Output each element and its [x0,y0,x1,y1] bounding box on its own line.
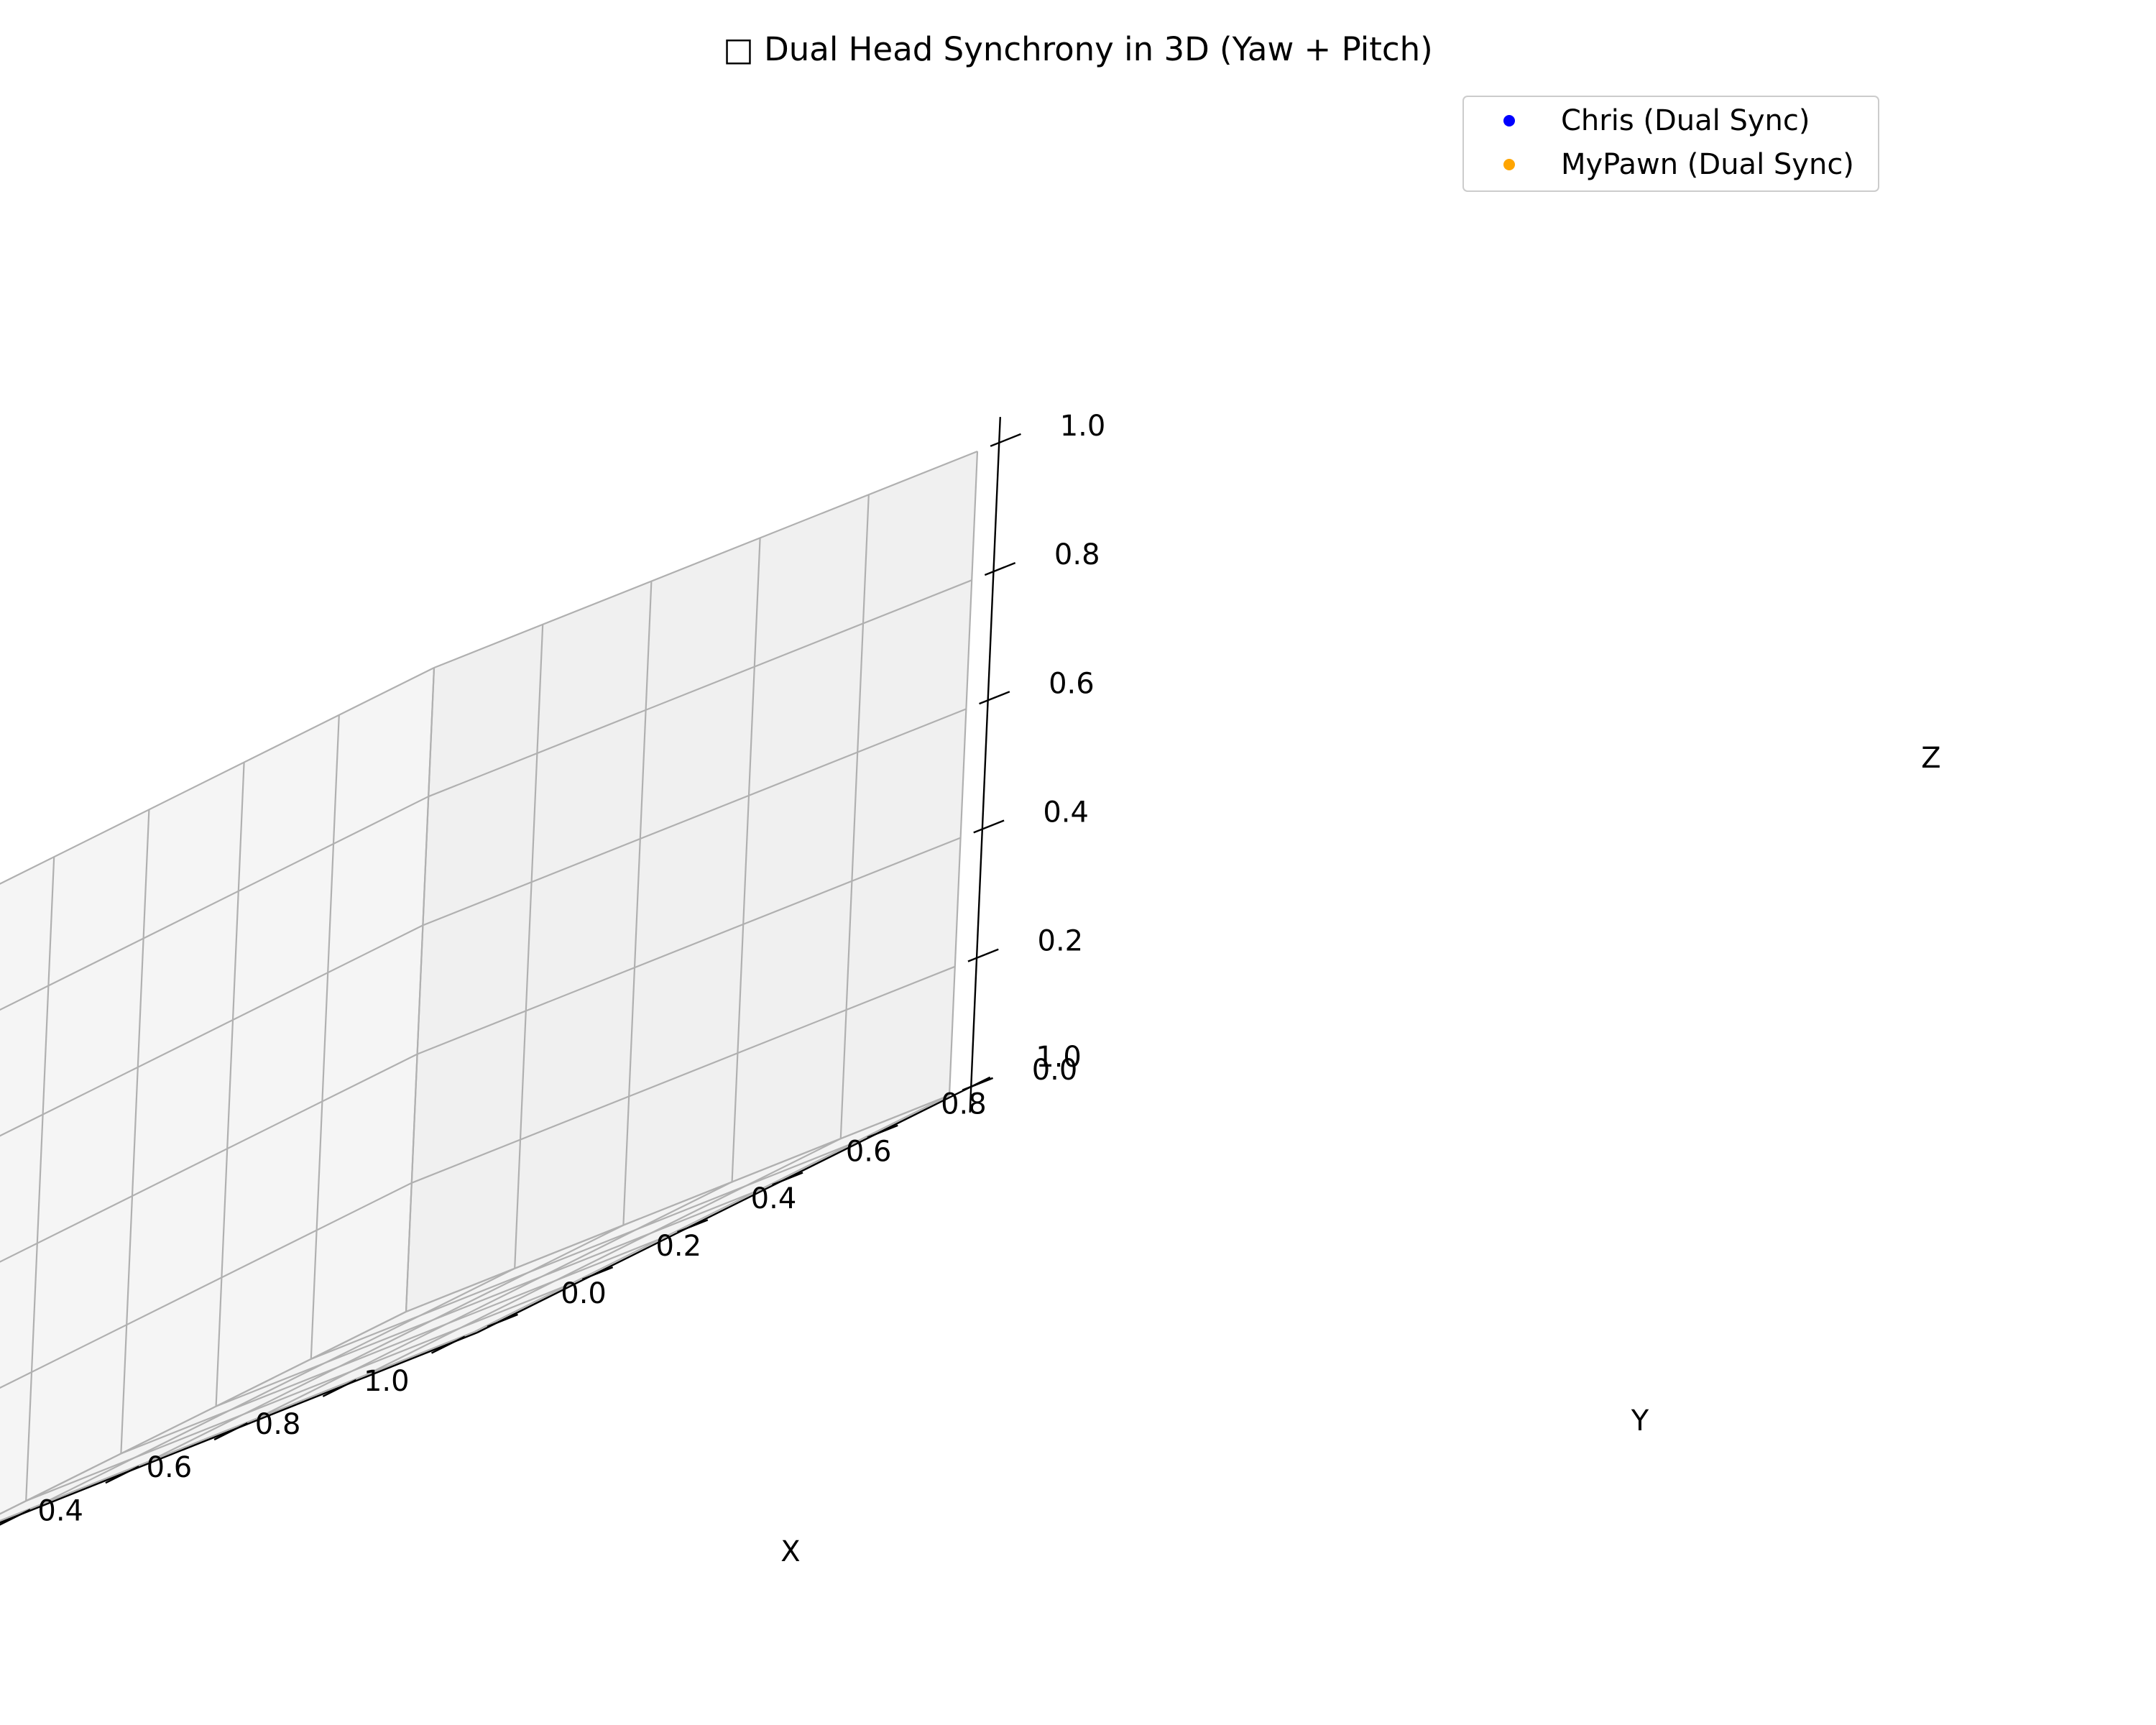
z-tick-mark [984,562,1016,576]
x-tick-label: 0.8 [255,1408,301,1441]
gridline-z-left-wall [0,924,423,1137]
legend: Chris (Dual Sync) MyPawn (Dual Sync) [1462,96,1879,192]
gridline-z-right-wall [405,1094,950,1313]
gridline-z-left-wall [0,667,435,885]
gridline-z-left-wall [0,796,429,1011]
gridline-x-wall [514,624,544,1269]
gridline-z-right-wall [422,708,967,926]
x-axis-line [0,1332,478,1524]
z-tick-label: 0.4 [1043,796,1089,829]
gridline-y-wall [215,762,245,1407]
z-axis-line [969,417,1001,1113]
gridline-y-floor [310,1141,855,1360]
legend-label-mypawn: MyPawn (Dual Sync) [1561,148,1854,181]
z-tick-mark [973,819,1005,834]
gridline-x-wall [731,538,761,1182]
y-tick-mark [677,1219,709,1233]
gridline-x-floor [365,1138,842,1376]
y-tick-label: 1.0 [1036,1041,1082,1074]
gridline-y-wall [25,857,55,1501]
legend-label-chris: Chris (Dual Sync) [1561,104,1810,137]
z-tick-mark [990,433,1021,447]
gridline-y-floor [120,1236,665,1455]
z-tick-mark [962,1077,993,1091]
x-tick-mark [322,1379,357,1397]
y-tick-mark [772,1172,803,1186]
gridline-x-wall [622,581,653,1225]
gridline-z-right-wall [433,450,978,669]
z-tick-label: 0.0 [1032,1054,1078,1087]
y-axis-line [476,1076,991,1334]
y-tick-mark [487,1313,518,1328]
y-tick-label: 0.4 [751,1182,797,1215]
z-tick-label: 0.6 [1049,667,1095,700]
gridline-z-right-wall [428,579,972,798]
x-tick-mark [105,1466,139,1484]
y-tick-label: 0.6 [846,1135,892,1168]
x-tick-mark [213,1422,248,1441]
y-tick-mark [581,1266,614,1281]
gridline-x-floor [474,1095,950,1333]
y-tick-label: 0.2 [655,1230,701,1263]
y-tick-label: 0.0 [561,1277,607,1310]
legend-frame [1462,96,1879,192]
gridline-z-right-wall [417,837,962,1055]
grid-lines [0,450,979,1522]
legend-marker-chris [1503,115,1515,126]
z-tick-label: 0.2 [1038,925,1084,958]
x-tick-mark [430,1335,466,1354]
axis-lines: 0.00.20.40.60.81.00.00.20.40.60.81.00.00… [0,410,1106,1527]
gridline-y-wall [310,714,340,1359]
gridline-z-left-wall [0,1311,407,1515]
z-tick-mark [979,691,1010,705]
z-tick-mark [967,948,999,962]
gridline-y-floor [216,1189,760,1407]
gridline-x-floor [39,1267,515,1506]
gridline-y-wall [120,809,150,1454]
pane-y-wall [405,451,978,1312]
y-tick-mark [867,1124,898,1138]
z-tick-label: 1.0 [1060,410,1106,443]
x-tick-label: 0.6 [147,1451,193,1484]
gridline-y-floor [25,1284,570,1502]
x-axis-label: X [780,1535,800,1568]
gridline-z-left-wall [0,1053,418,1263]
z-axis-label: Z [1921,742,1940,775]
gridline-x-wall [948,451,979,1096]
gridline-z-right-wall [411,965,956,1184]
x-tick-label: 0.4 [37,1494,83,1527]
gridline-y-floor [0,1330,475,1522]
chart-title: □ Dual Head Synchrony in 3D (Yaw + Pitch… [723,30,1432,68]
z-tick-label: 0.8 [1054,538,1100,571]
gridline-y-wall [405,667,436,1312]
gridline-z-left-wall [0,1182,413,1389]
legend-marker-mypawn [1503,159,1515,170]
y-tick-label: 0.8 [941,1088,987,1121]
x-tick-label: 1.0 [364,1365,410,1398]
x-tick-mark [0,1509,31,1526]
gridline-x-floor [257,1181,733,1420]
y-axis-label: Y [1631,1404,1649,1438]
gridline-x-wall [839,494,870,1139]
gridline-x-floor [147,1224,624,1463]
